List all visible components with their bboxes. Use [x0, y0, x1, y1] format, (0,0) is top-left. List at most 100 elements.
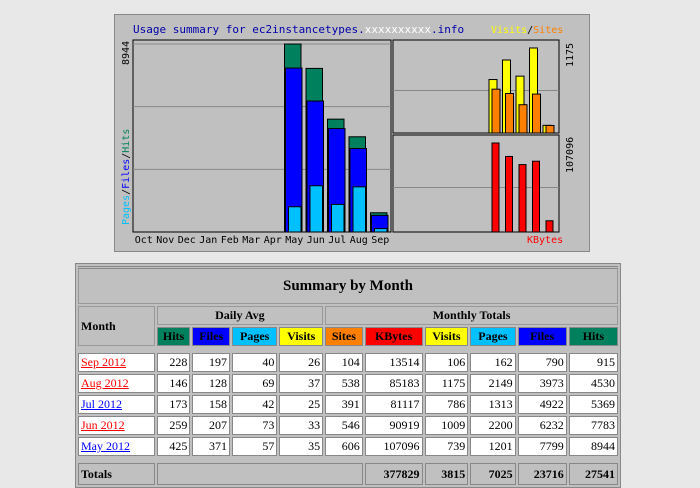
col-daily-files: Files: [192, 327, 231, 346]
cell-daily-pages: 40: [232, 353, 278, 372]
cell-pages: 162: [470, 353, 516, 372]
month-label-sep: Sep: [371, 235, 389, 246]
cell-sites: 546: [325, 416, 363, 435]
cell-kbytes: 13514: [364, 353, 423, 372]
kbytes-bar-3: [532, 160, 540, 233]
cell-daily-pages: 69: [232, 374, 278, 393]
cell-files: 3973: [517, 374, 567, 393]
daily-avg-header: Daily Avg: [156, 306, 324, 325]
col-daily-pages: Pages: [232, 327, 278, 346]
monthly-ymax-label: 8944: [121, 41, 132, 65]
col-daily-hits: Hits: [156, 327, 191, 346]
table-row: May 2012 425 371 57 35 606 107096 739 12…: [78, 437, 618, 456]
col-kbytes: KBytes: [364, 327, 423, 346]
cell-files: 790: [517, 353, 567, 372]
cell-daily-hits: 228: [156, 353, 191, 372]
table-row: Sep 2012 228 197 40 26 104 13514 106 162…: [78, 353, 618, 372]
totals-label: Totals: [78, 463, 155, 485]
cell-kbytes: 107096: [364, 437, 423, 456]
pages-bar-aug: [352, 186, 366, 233]
total-visits: 3815: [424, 463, 469, 485]
kbytes-ymax-label: 107096: [565, 137, 576, 173]
cell-hits: 7783: [568, 416, 618, 435]
total-hits: 27541: [568, 463, 618, 485]
visits-ymax-label: 1175: [565, 43, 576, 67]
month-label-feb: Feb: [221, 235, 239, 246]
table-row: Aug 2012 146 128 69 37 538 85183 1175 21…: [78, 374, 618, 393]
month-label-apr: Apr: [264, 235, 282, 246]
cell-pages: 2200: [470, 416, 516, 435]
totals-row: Totals 377829 3815 7025 23716 27541: [78, 463, 618, 485]
cell-visits: 1175: [424, 374, 469, 393]
kbytes-bar-4: [545, 220, 554, 233]
sites-bar-4: [545, 124, 555, 134]
visits-sites-legend: Visits/Sites: [491, 25, 563, 36]
cell-daily-files: 197: [192, 353, 231, 372]
usage-chart: Usage summary for ec2instancetypes.xxxxx…: [114, 14, 590, 252]
month-label-jun: Jun: [307, 235, 325, 246]
cell-daily-hits: 146: [156, 374, 191, 393]
col-files: Files: [517, 327, 567, 346]
cell-daily-hits: 259: [156, 416, 191, 435]
header-spacer: [78, 348, 618, 351]
cell-daily-files: 371: [192, 437, 231, 456]
total-kbytes: 377829: [364, 463, 423, 485]
cell-pages: 2149: [470, 374, 516, 393]
month-label-mar: Mar: [242, 235, 260, 246]
cell-sites: 391: [325, 395, 363, 414]
cell-daily-visits: 35: [279, 437, 324, 456]
kbytes-bars: [491, 142, 554, 233]
summary-table: Summary by Month Month Daily Avg Monthly…: [75, 263, 621, 488]
monthly-bars: [284, 43, 389, 233]
total-files: 23716: [517, 463, 567, 485]
month-label-dec: Dec: [178, 235, 196, 246]
pages-bar-sep: [374, 228, 388, 233]
month-link-jun-2012[interactable]: Jun 2012: [81, 418, 125, 432]
cell-hits: 4530: [568, 374, 618, 393]
month-label-aug: Aug: [350, 235, 368, 246]
cell-daily-hits: 173: [156, 395, 191, 414]
month-label-oct: Oct: [135, 235, 153, 246]
cell-files: 6232: [517, 416, 567, 435]
visits-sites-bars: [488, 47, 555, 134]
pages-bar-may: [288, 206, 302, 233]
month-axis-labels: Oct Nov Dec Jan Feb Mar Apr May Jun Jul Aug Sep: [135, 235, 390, 246]
cell-daily-hits: 425: [156, 437, 191, 456]
cell-daily-pages: 73: [232, 416, 278, 435]
cell-kbytes: 81117: [364, 395, 423, 414]
cell-pages: 1201: [470, 437, 516, 456]
month-label-nov: Nov: [156, 235, 174, 246]
table-row: Jun 2012 259 207 73 33 546 90919 1009 22…: [78, 416, 618, 435]
kbytes-legend: KBytes: [527, 235, 563, 246]
month-label-may: May: [285, 235, 303, 246]
kbytes-panel-frame: [392, 134, 560, 233]
month-label-jul: Jul: [328, 235, 346, 246]
cell-hits: 915: [568, 353, 618, 372]
monthly-gridlines: [133, 43, 391, 170]
cell-sites: 606: [325, 437, 363, 456]
month-link-jul-2012[interactable]: Jul 2012: [81, 397, 123, 411]
month-header: Month: [78, 306, 155, 346]
cell-pages: 1313: [470, 395, 516, 414]
month-link-sep-2012[interactable]: Sep 2012: [81, 355, 126, 369]
pages-bar-jul: [331, 203, 345, 233]
summary-title: Summary by Month: [78, 266, 618, 304]
cell-files: 7799: [517, 437, 567, 456]
cell-kbytes: 85183: [364, 374, 423, 393]
monthly-panel-frame: [132, 39, 392, 233]
month-label-jan: Jan: [199, 235, 217, 246]
kbytes-bar-0: [491, 142, 500, 233]
cell-daily-pages: 57: [232, 437, 278, 456]
kbytes-bar-2: [518, 164, 527, 233]
col-pages: Pages: [470, 327, 516, 346]
table-row: Jul 2012 173 158 42 25 391 81117 786 131…: [78, 395, 618, 414]
monthly-totals-header: Monthly Totals: [325, 306, 618, 325]
cell-visits: 1009: [424, 416, 469, 435]
cell-visits: 786: [424, 395, 469, 414]
kbytes-bar-1: [505, 155, 513, 233]
cell-sites: 104: [325, 353, 363, 372]
month-link-may-2012[interactable]: May 2012: [81, 439, 130, 453]
month-link-aug-2012[interactable]: Aug 2012: [81, 376, 129, 390]
col-daily-visits: Visits: [279, 327, 324, 346]
total-pages: 7025: [470, 463, 516, 485]
